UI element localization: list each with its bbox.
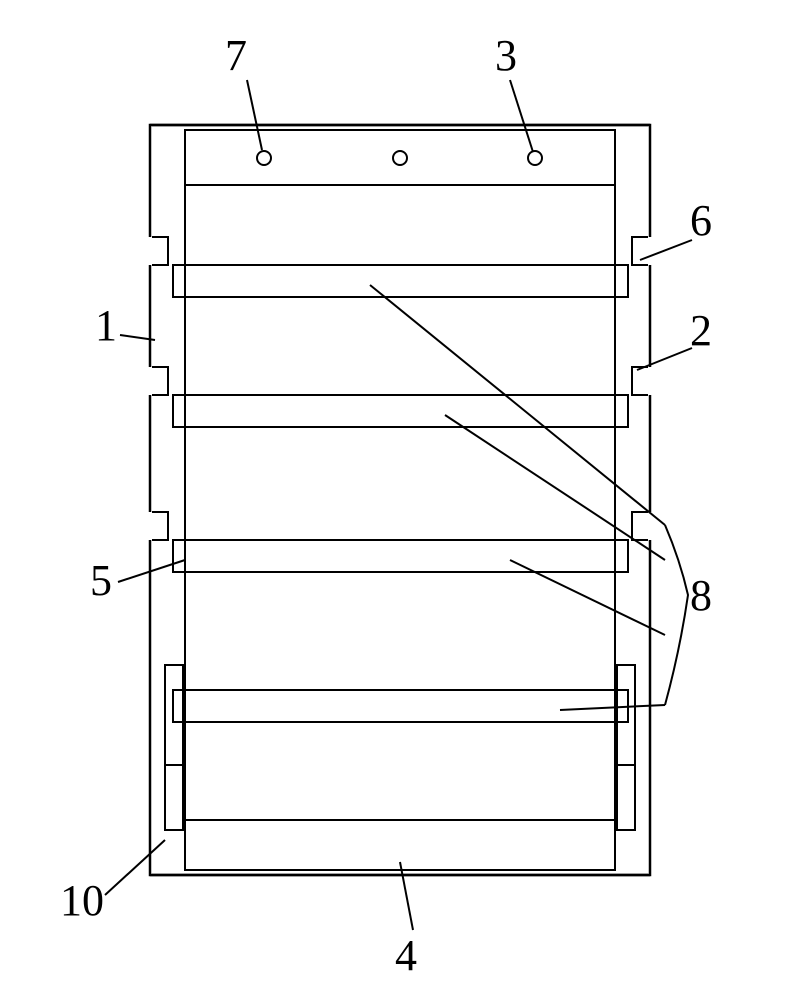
label-8: 8 xyxy=(690,570,712,621)
label-3: 3 xyxy=(495,30,517,81)
label-7: 7 xyxy=(225,30,247,81)
label-1: 1 xyxy=(95,300,117,351)
label-10: 10 xyxy=(60,875,104,926)
label-4: 4 xyxy=(395,930,417,981)
label-5: 5 xyxy=(90,555,112,606)
label-6: 6 xyxy=(690,195,712,246)
diagram-canvas: 7 3 6 2 1 8 5 10 4 xyxy=(0,0,797,1000)
label-2: 2 xyxy=(690,305,712,356)
diagram-svg xyxy=(0,0,797,1000)
